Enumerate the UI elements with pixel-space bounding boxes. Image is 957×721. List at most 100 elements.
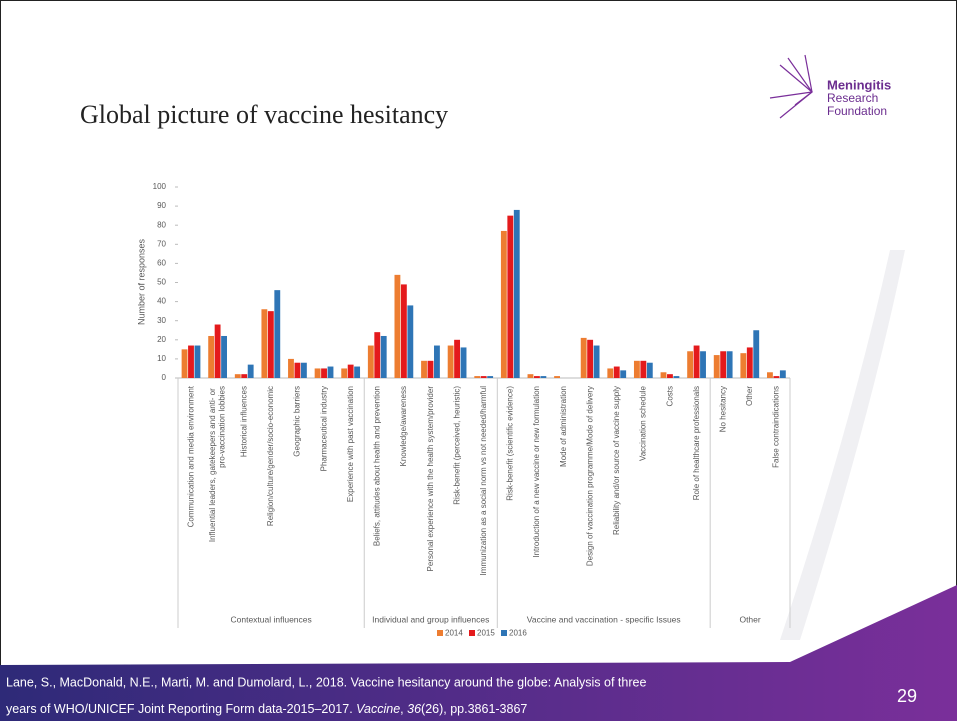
x-tick-label: Risk-benefit (scientific evidence) xyxy=(506,386,515,501)
y-tick-label: 30 xyxy=(157,316,166,325)
x-tick-label: Pharmaceutical industry xyxy=(319,386,328,471)
x-tick-label: Knowledge/awareness xyxy=(399,386,408,467)
bar xyxy=(646,362,653,378)
x-tick-label: Mode of administration xyxy=(559,386,568,467)
bar xyxy=(580,337,587,378)
bar xyxy=(208,335,215,378)
bar xyxy=(354,366,361,378)
group-label: Contextual influences xyxy=(230,614,311,624)
x-tick-label: Risk-benefit (perceived, heuristic) xyxy=(453,386,462,505)
group-label: Vaccine and vaccination - specific Issue… xyxy=(527,614,681,624)
bar xyxy=(767,372,773,378)
bar xyxy=(673,376,680,378)
bar xyxy=(746,347,753,378)
bar xyxy=(300,362,307,378)
x-tick-label: Experience with past vaccination xyxy=(346,386,355,502)
footer-bar xyxy=(0,585,957,721)
group-label: Individual and group influences xyxy=(372,614,489,624)
y-tick-label: 40 xyxy=(157,297,166,306)
citation: years of WHO/UNICEF Joint Reporting Form… xyxy=(6,702,527,716)
bar xyxy=(713,355,720,378)
bar xyxy=(347,364,354,378)
bar xyxy=(327,366,334,378)
y-tick-label: 90 xyxy=(157,201,166,210)
x-tick-label: Historical influences xyxy=(240,386,249,457)
bar xyxy=(773,376,780,378)
bar xyxy=(687,351,694,378)
bar xyxy=(533,376,540,378)
decor-swoosh xyxy=(780,250,905,640)
bar xyxy=(188,345,194,378)
bar xyxy=(540,376,547,378)
citation: Lane, S., MacDonald, N.E., Marti, M. and… xyxy=(6,675,646,689)
y-tick-label: 70 xyxy=(157,239,166,248)
bar xyxy=(321,368,327,378)
bar xyxy=(367,345,374,378)
x-tick-label: Immunization as a social norm vs not nee… xyxy=(479,386,488,576)
y-tick-label: 20 xyxy=(157,335,166,344)
x-tick-label: Vaccination schedule xyxy=(639,385,648,461)
x-tick-label: Personal experience with the health syst… xyxy=(426,386,435,572)
bar xyxy=(779,370,786,378)
bar xyxy=(633,360,640,378)
page-number: 29 xyxy=(897,686,917,706)
bar xyxy=(740,353,747,378)
bar xyxy=(554,376,560,378)
bar xyxy=(513,209,520,378)
logo-text: Foundation xyxy=(827,104,887,118)
bar xyxy=(667,374,673,378)
bar xyxy=(247,364,254,378)
bar xyxy=(434,345,440,378)
slide-title: Global picture of vaccine hesitancy xyxy=(80,100,448,129)
bar xyxy=(507,215,514,378)
bar xyxy=(400,284,407,378)
x-tick-label: No hesitancy xyxy=(719,386,728,432)
x-tick-label: Costs xyxy=(665,386,674,406)
bar xyxy=(394,274,401,378)
bar xyxy=(274,290,281,378)
legend-swatch xyxy=(469,630,475,636)
bar xyxy=(693,345,700,378)
y-axis-label: Number of responses xyxy=(136,238,146,325)
bar xyxy=(640,360,647,378)
bar xyxy=(447,345,454,378)
logo-mark xyxy=(769,54,813,119)
bar xyxy=(720,351,727,378)
group-label: Other xyxy=(739,614,760,624)
x-tick-label: Communication and media environment xyxy=(186,385,195,527)
logo-text: Research xyxy=(827,91,878,105)
bar xyxy=(294,362,301,378)
bar xyxy=(380,335,387,378)
bar xyxy=(474,376,481,378)
y-tick-label: 60 xyxy=(157,259,166,268)
bar xyxy=(480,376,487,378)
bar xyxy=(460,347,467,378)
bar xyxy=(314,368,321,378)
bar xyxy=(261,309,268,378)
y-tick-label: 80 xyxy=(157,220,166,229)
bar xyxy=(593,345,600,378)
bar xyxy=(620,370,627,378)
bar xyxy=(267,311,274,378)
legend-label: 2015 xyxy=(477,629,495,638)
x-tick-label: Other xyxy=(745,386,754,406)
y-tick-label: 50 xyxy=(157,278,166,287)
bar xyxy=(374,332,381,378)
bar xyxy=(700,351,706,378)
x-tick-label: Geographic barriers xyxy=(293,386,302,457)
legend-label: 2016 xyxy=(509,629,527,638)
x-tick-label: Beliefs, attitudes about health and prev… xyxy=(373,386,382,546)
bar xyxy=(234,374,241,378)
x-tick-label: Introduction of a new vaccine or new for… xyxy=(532,386,541,558)
bar xyxy=(341,368,348,378)
bar xyxy=(214,324,221,378)
legend-label: 2014 xyxy=(445,629,463,638)
x-tick-label: False contraindications xyxy=(772,386,781,468)
bar xyxy=(613,366,620,378)
bar xyxy=(500,230,507,378)
bar xyxy=(288,358,294,378)
x-tick-label: Influential leaders, gatekeepers and ant… xyxy=(208,386,227,542)
bar xyxy=(241,374,248,378)
bar xyxy=(527,374,534,378)
